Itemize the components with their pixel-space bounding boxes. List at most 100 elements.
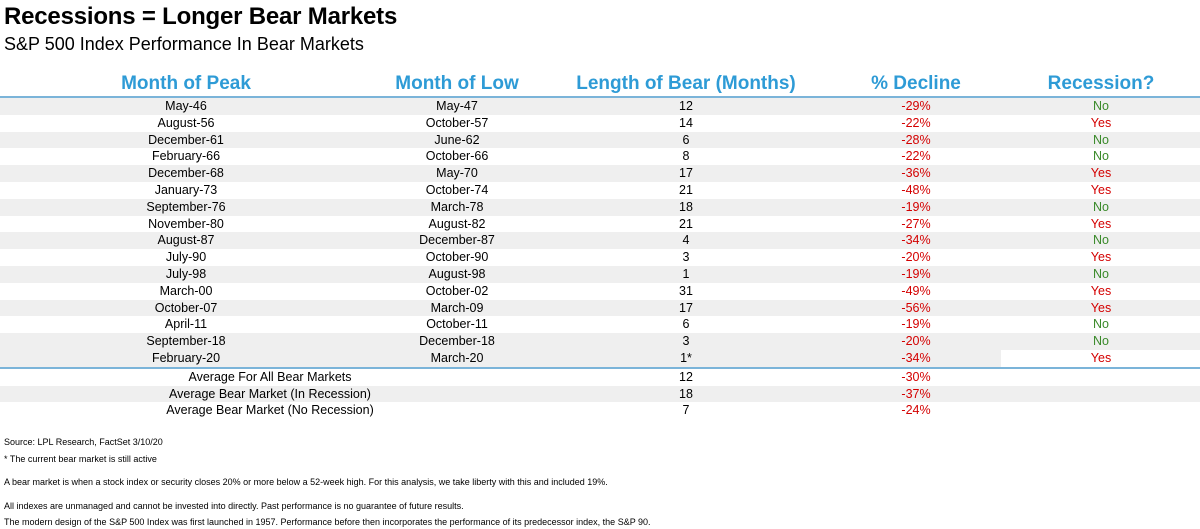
cell-month-of-peak: September-76 [146, 199, 226, 214]
header-decline: % Decline [871, 73, 961, 94]
cell-month-of-low: August-98 [428, 266, 486, 281]
cell-recession: Yes [1090, 283, 1112, 298]
cell-average-length: 12 [679, 369, 693, 384]
table-row: January-73 October-74 21 -48% Yes [0, 182, 1200, 199]
cell-month-of-low: October-11 [426, 317, 488, 332]
cell-length: 1* [680, 350, 692, 365]
cell-average-length: 7 [682, 403, 690, 418]
averages-rule [0, 366, 1200, 369]
table-row: February-20 March-20 1* -34% Yes [0, 349, 1200, 367]
cell-average-decline: -24% [901, 403, 931, 418]
cell-decline: -20% [901, 334, 931, 349]
table-body: May-46 May-47 12 -29% No August-56 October-57 1… [0, 98, 1200, 367]
cell-month-of-low: August-82 [428, 216, 486, 231]
cell-recession: No [1093, 132, 1109, 147]
cell-month-of-peak: November-80 [148, 216, 224, 231]
cell-month-of-low: October-74 [425, 182, 489, 197]
footnote-disclaimer: All indexes are unmanaged and cannot be … [4, 501, 464, 511]
header-month-of-peak: Month of Peak [121, 73, 251, 94]
chart-subtitle: S&P 500 Index Performance In Bear Market… [4, 34, 364, 54]
cell-month-of-peak: March-00 [159, 283, 213, 298]
cell-recession: No [1093, 233, 1109, 248]
cell-average-label: Average For All Bear Markets [188, 369, 352, 384]
cell-recession: Yes [1090, 350, 1112, 365]
cell-length: 21 [679, 216, 693, 231]
table-row: September-76 March-78 18 -19% No [0, 198, 1200, 216]
cell-decline: -29% [901, 99, 931, 113]
header-length: Length of Bear (Months) [576, 73, 796, 94]
cell-month-of-low: March-20 [430, 350, 484, 365]
cell-month-of-low: October-57 [425, 115, 489, 130]
cell-month-of-peak: August-87 [157, 233, 215, 248]
header-rule [0, 96, 1200, 98]
cell-month-of-peak: February-20 [151, 350, 221, 365]
cell-decline: -22% [901, 115, 931, 130]
table-row: July-90 October-90 3 -20% Yes [0, 249, 1200, 266]
table-row: November-80 August-82 21 -27% Yes [0, 216, 1200, 233]
cell-recession: No [1093, 334, 1109, 349]
cell-month-of-low: December-18 [419, 334, 495, 349]
averages-body: Average For All Bear Markets 12 -30% Averag… [0, 369, 1200, 419]
cell-decline: -19% [901, 317, 931, 332]
cell-month-of-peak: July-90 [165, 250, 207, 265]
average-row: Average For All Bear Markets 12 -30% [0, 369, 1200, 386]
cell-month-of-low: October-02 [425, 283, 489, 298]
cell-length: 14 [679, 115, 693, 130]
table-header: Month of Peak Month of Low Length of Bea… [0, 72, 1200, 96]
cell-average-decline: -37% [901, 386, 931, 401]
table-row: December-61 June-62 6 -28% No [0, 131, 1200, 149]
cell-month-of-low: October-66 [425, 149, 489, 164]
cell-recession: Yes [1090, 166, 1112, 181]
table-row: March-00 October-02 31 -49% Yes [0, 283, 1200, 300]
cell-recession: Yes [1090, 115, 1112, 130]
cell-month-of-low: December-87 [419, 233, 495, 248]
table-row: October-07 March-09 17 -56% Yes [0, 299, 1200, 317]
cell-month-of-peak: August-56 [157, 115, 215, 130]
chart-title: Recessions = Longer Bear Markets [4, 3, 398, 30]
table-row: February-66 October-66 8 -22% No [0, 148, 1200, 165]
cell-length: 1 [682, 266, 690, 281]
cell-decline: -34% [901, 233, 931, 248]
average-row: Average Bear Market (No Recession) 7 -24% [0, 402, 1200, 419]
cell-decline: -48% [901, 182, 931, 197]
table-row: December-68 May-70 17 -36% Yes [0, 165, 1200, 182]
cell-length: 8 [682, 149, 690, 164]
cell-month-of-peak: February-66 [151, 149, 221, 164]
cell-recession: Yes [1090, 216, 1112, 231]
footnote-definition: A bear market is when a stock index or s… [4, 477, 608, 487]
cell-month-of-low: March-78 [430, 199, 484, 214]
cell-month-of-low: October-90 [425, 250, 489, 265]
cell-month-of-low: May-70 [436, 166, 478, 181]
cell-average-decline: -30% [901, 369, 931, 384]
cell-recession: No [1093, 266, 1109, 281]
bear-market-table: Month of Peak Month of Low Length of Bea… [0, 72, 1200, 419]
cell-decline: -28% [901, 132, 931, 147]
cell-month-of-peak: December-61 [148, 132, 224, 147]
table-row: August-87 December-87 4 -34% No [0, 232, 1200, 250]
header-month-of-low: Month of Low [395, 73, 519, 94]
cell-recession: No [1093, 149, 1109, 164]
cell-decline: -49% [901, 283, 931, 298]
table-row: September-18 December-18 3 -20% No [0, 333, 1200, 350]
cell-length: 18 [679, 199, 693, 214]
cell-decline: -27% [901, 216, 931, 231]
cell-month-of-low: March-09 [430, 300, 484, 315]
cell-recession: Yes [1090, 250, 1112, 265]
cell-length: 6 [682, 132, 690, 147]
table-row: July-98 August-98 1 -19% No [0, 265, 1200, 283]
cell-month-of-peak: April-11 [164, 317, 208, 332]
cell-average-label: Average Bear Market (No Recession) [166, 403, 374, 418]
cell-recession: No [1093, 317, 1109, 332]
cell-decline: -56% [901, 300, 931, 315]
cell-decline: -36% [901, 166, 931, 181]
cell-length: 21 [679, 182, 693, 197]
footnote-history: The modern design of the S&P 500 Index w… [4, 517, 651, 527]
cell-month-of-peak: May-46 [165, 99, 207, 113]
cell-recession: No [1093, 199, 1109, 214]
cell-month-of-low: June-62 [434, 132, 480, 147]
cell-average-length: 18 [679, 386, 693, 401]
cell-length: 6 [682, 317, 690, 332]
cell-month-of-low: May-47 [436, 99, 478, 113]
cell-length: 3 [682, 250, 690, 265]
cell-length: 17 [679, 166, 693, 181]
